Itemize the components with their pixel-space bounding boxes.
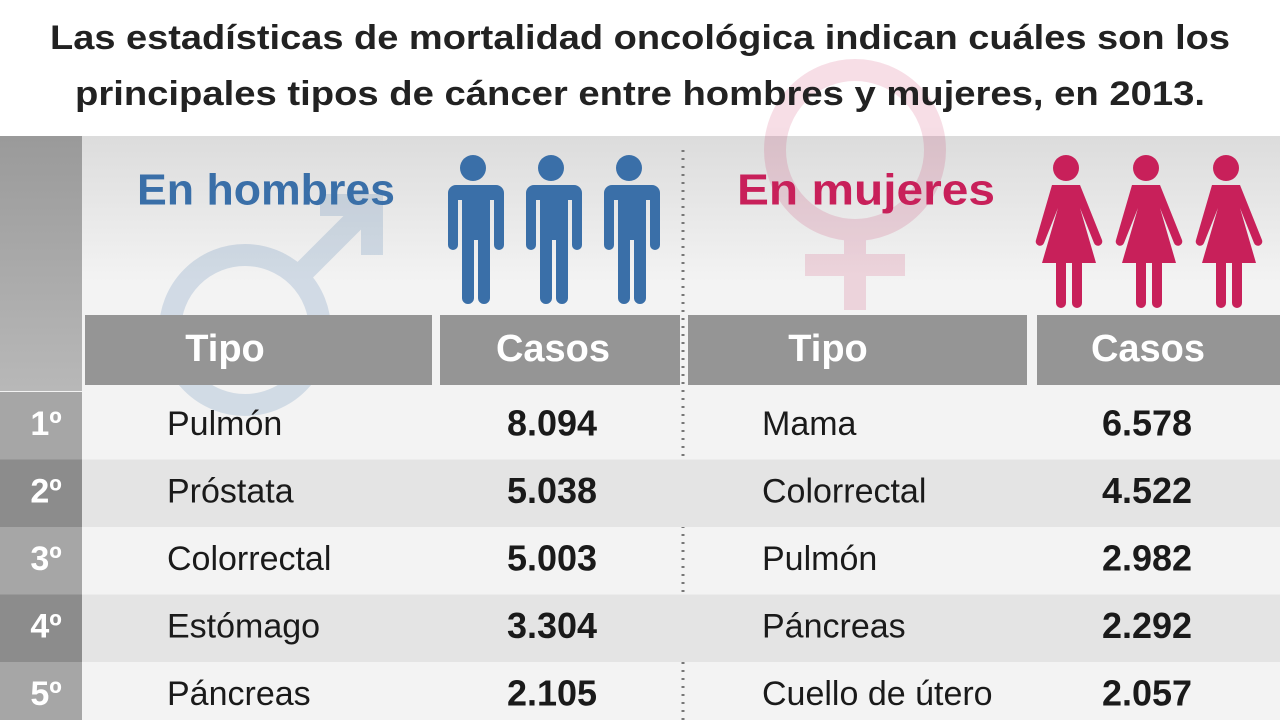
cancer-type: Pulmón — [762, 540, 877, 578]
cancer-type: Colorrectal — [762, 472, 926, 510]
row-stripe — [82, 459, 1280, 527]
head — [460, 155, 486, 181]
column-header: Tipo — [185, 328, 265, 370]
cases: 2.105 — [507, 673, 597, 714]
column-header-cell — [440, 315, 680, 385]
rank: 5º — [30, 675, 61, 713]
cases: 2.057 — [1102, 673, 1192, 714]
row-stripe — [82, 594, 1280, 662]
man-icon — [526, 155, 582, 304]
cancer-type: Estómago — [167, 607, 320, 645]
body — [1035, 185, 1103, 308]
cancer-type: Próstata — [167, 472, 294, 510]
man-icon — [448, 155, 504, 304]
cases: 4.522 — [1102, 470, 1192, 511]
body — [1115, 185, 1183, 308]
cancer-type: Cuello de útero — [762, 675, 993, 713]
woman-icon — [1195, 155, 1263, 308]
group-heading: En mujeres — [737, 166, 995, 215]
body — [604, 185, 660, 304]
woman-icon — [1115, 155, 1183, 308]
cancer-type: Colorrectal — [167, 540, 331, 578]
content: Las estadísticas de mortalidad oncológic… — [0, 19, 1280, 720]
rank: 1º — [30, 405, 61, 443]
man-icon — [604, 155, 660, 304]
head — [1133, 155, 1159, 181]
cases: 5.038 — [507, 470, 597, 511]
cases: 3.304 — [507, 605, 597, 646]
column-header: Casos — [496, 328, 610, 370]
cancer-type: Mama — [762, 405, 857, 443]
cancer-type: Páncreas — [762, 607, 906, 645]
head — [1053, 155, 1079, 181]
body — [526, 185, 582, 304]
rank: 3º — [30, 540, 61, 578]
woman-icon — [1035, 155, 1103, 308]
title-line: Las estadísticas de mortalidad oncológic… — [50, 19, 1230, 57]
column-header: Casos — [1091, 328, 1205, 370]
rank-cell — [0, 392, 82, 460]
body — [1195, 185, 1263, 308]
cases: 2.292 — [1102, 605, 1192, 646]
rank-cell — [0, 459, 82, 527]
title-band — [0, 0, 1280, 136]
body — [448, 185, 504, 304]
head — [1213, 155, 1239, 181]
cases: 8.094 — [507, 403, 597, 444]
cancer-type: Páncreas — [167, 675, 311, 713]
column-header: Tipo — [788, 328, 868, 370]
rank-cell — [0, 662, 82, 720]
group-heading: En hombres — [137, 166, 395, 215]
female-symbol — [764, 59, 946, 310]
head — [538, 155, 564, 181]
cancer-type: Pulmón — [167, 405, 282, 443]
rank: 2º — [30, 472, 61, 510]
rank-column-top — [0, 136, 82, 391]
cases: 2.982 — [1102, 538, 1192, 579]
column-header-cell — [85, 315, 432, 385]
cases: 6.578 — [1102, 403, 1192, 444]
rank: 4º — [30, 607, 61, 645]
rank-cell — [0, 527, 82, 595]
column-header-cell — [688, 315, 1027, 385]
title-line: principales tipos de cáncer entre hombre… — [75, 75, 1205, 113]
rank-cell — [0, 594, 82, 662]
cases: 5.003 — [507, 538, 597, 579]
head — [616, 155, 642, 181]
column-header-cell — [1037, 315, 1280, 385]
